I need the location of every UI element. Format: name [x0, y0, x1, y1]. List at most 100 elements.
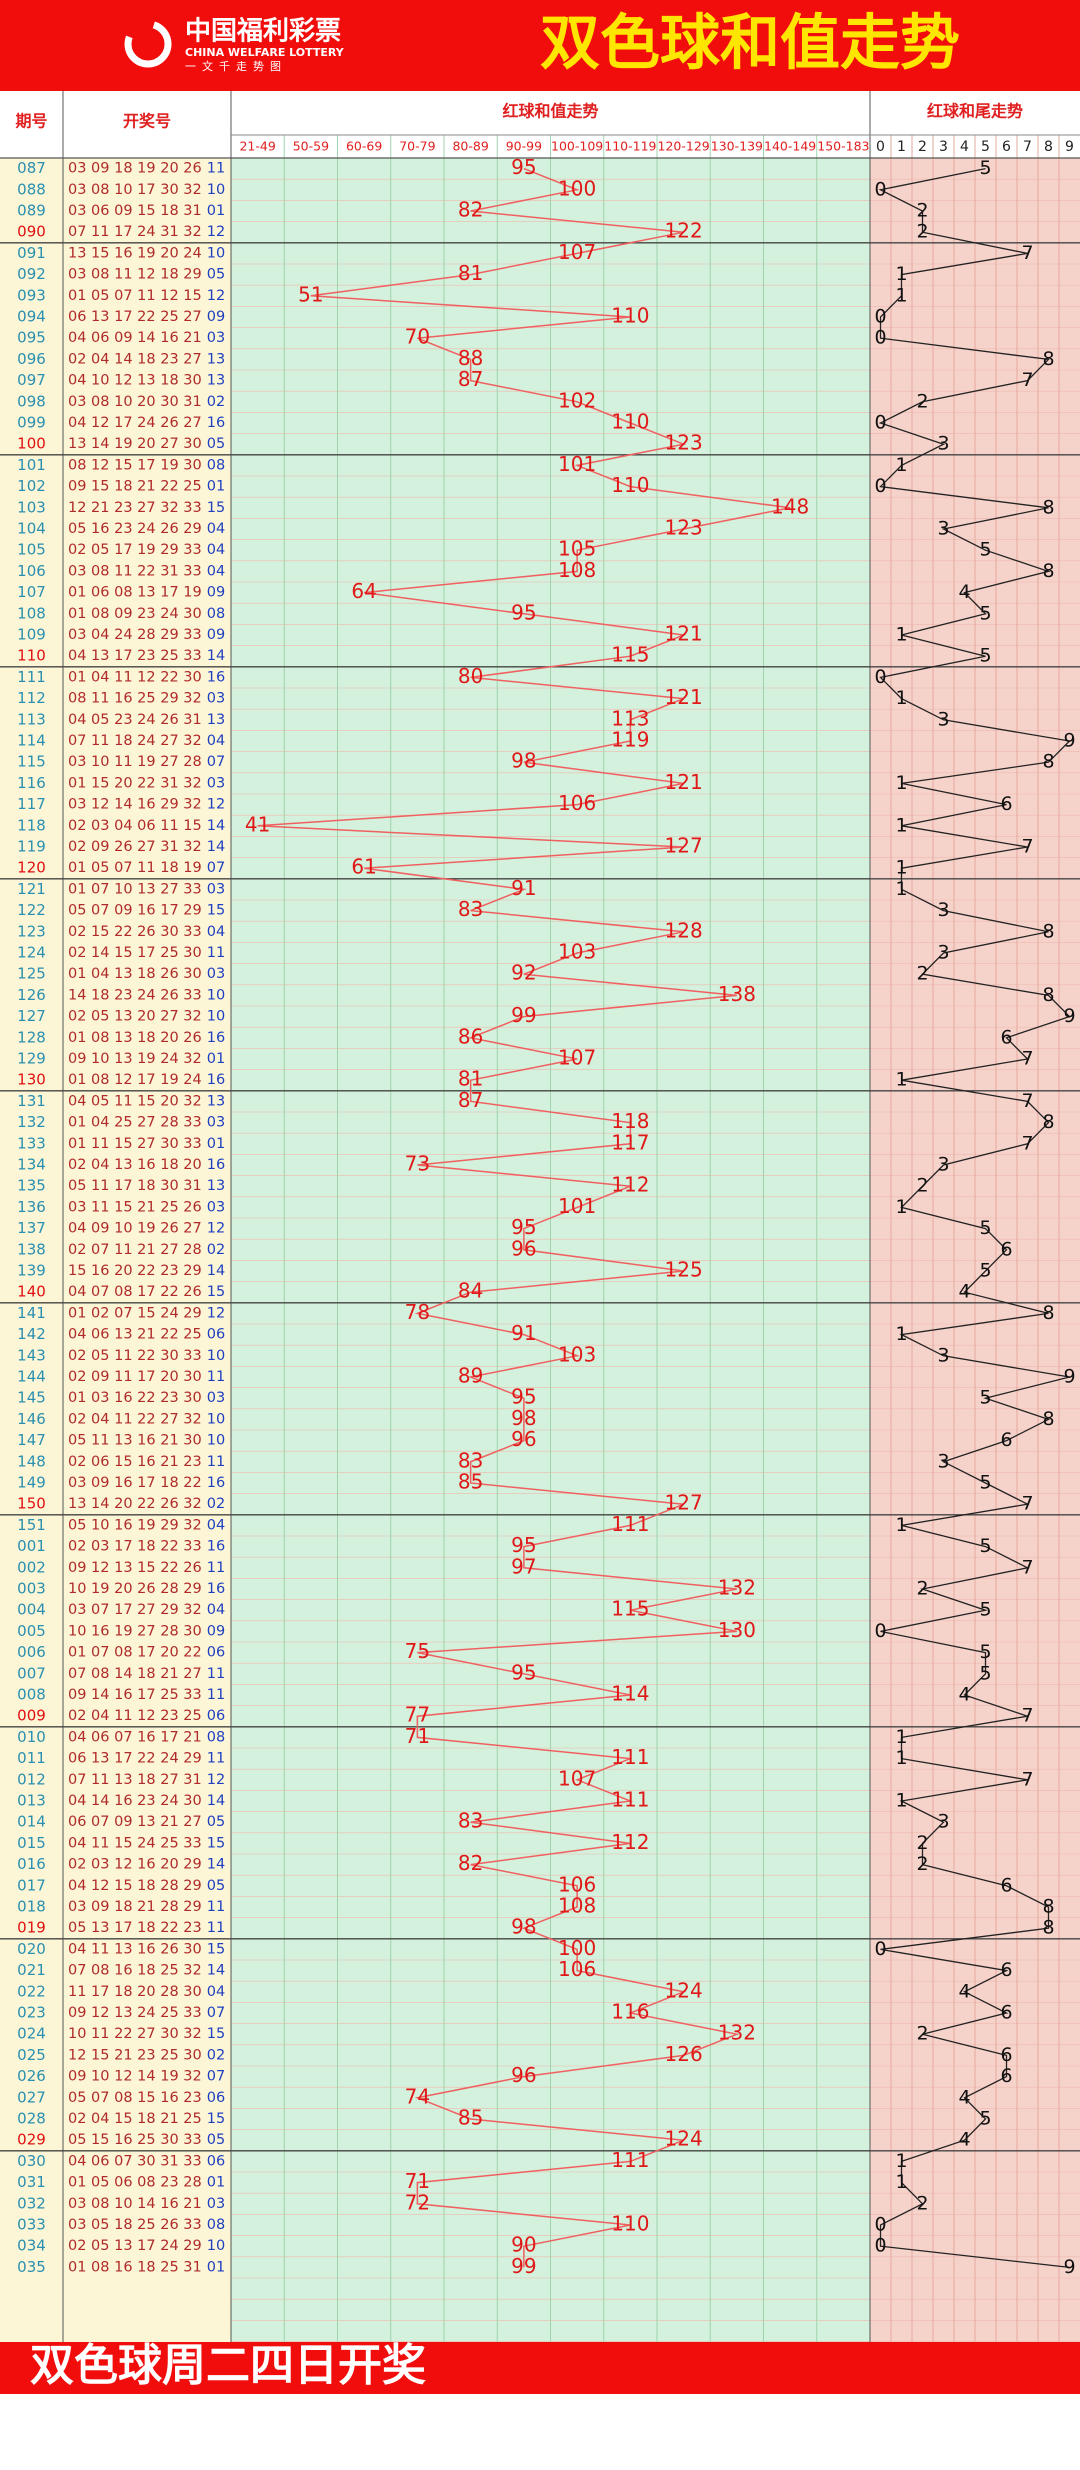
tail-value: 0 — [874, 178, 886, 200]
tail-value: 6 — [1000, 2044, 1012, 2066]
sum-value: 75 — [405, 1639, 430, 1663]
tail-value: 1 — [895, 263, 907, 285]
sum-value: 78 — [405, 1300, 430, 1324]
digit-label: 3 — [939, 139, 948, 155]
red-balls: 05 11 13 16 21 30 — [68, 1433, 202, 1449]
period: 021 — [17, 1961, 46, 1979]
sum-value: 95 — [511, 1385, 536, 1409]
period: 142 — [17, 1325, 46, 1343]
draw-numbers: 04 14 16 23 24 30 14 — [68, 1793, 225, 1809]
red-balls: 06 13 17 22 25 27 — [68, 309, 202, 325]
tail-value: 0 — [874, 1620, 886, 1642]
blue-ball: 08 — [207, 2217, 225, 2233]
blue-ball: 06 — [207, 1327, 225, 1343]
blue-ball: 04 — [207, 1517, 225, 1533]
red-balls: 12 21 23 27 32 33 — [68, 500, 202, 516]
blue-ball: 08 — [207, 457, 225, 473]
tail-value: 1 — [895, 1514, 907, 1536]
tail-value: 8 — [1042, 920, 1054, 942]
red-balls: 02 03 04 06 11 15 — [68, 818, 202, 834]
blue-ball: 02 — [207, 2047, 225, 2063]
draw-numbers: 02 06 15 16 21 23 11 — [68, 1454, 225, 1470]
sum-value: 71 — [405, 2169, 430, 2193]
period: 139 — [17, 1262, 46, 1280]
tail-value: 8 — [1042, 1408, 1054, 1430]
sum-value: 114 — [611, 1682, 649, 1706]
red-balls: 03 11 15 21 25 26 — [68, 1199, 202, 1215]
digit-label: 1 — [897, 139, 906, 155]
sum-value: 121 — [665, 685, 703, 709]
period: 007 — [17, 1664, 46, 1682]
sum-value: 110 — [611, 473, 649, 497]
blue-ball: 06 — [207, 2153, 225, 2169]
period: 150 — [17, 1495, 46, 1513]
draw-numbers: 02 04 11 22 27 32 10 — [68, 1411, 225, 1427]
tail-value: 5 — [979, 645, 991, 667]
red-balls: 01 05 07 11 18 19 — [68, 860, 202, 876]
draw-numbers: 09 14 16 17 25 33 11 — [68, 1687, 225, 1703]
blue-ball: 09 — [207, 309, 225, 325]
red-balls: 01 08 09 23 24 30 — [68, 606, 202, 622]
digit-label: 9 — [1065, 139, 1074, 155]
tail-value: 0 — [874, 306, 886, 328]
period: 109 — [17, 626, 46, 644]
draw-numbers: 14 18 23 24 26 33 10 — [68, 987, 225, 1003]
period: 014 — [17, 1813, 46, 1831]
sum-value: 95 — [511, 600, 536, 624]
sum-value: 138 — [718, 982, 756, 1006]
sum-value: 98 — [511, 1406, 536, 1430]
period: 091 — [17, 244, 46, 262]
period: 129 — [17, 1050, 46, 1068]
sum-value: 112 — [611, 1830, 649, 1854]
sum-value: 118 — [611, 1109, 649, 1133]
draw-numbers: 04 06 09 14 16 21 03 — [68, 330, 225, 346]
tail-value: 8 — [1042, 1302, 1054, 1324]
blue-ball: 01 — [207, 203, 225, 219]
sum-value: 121 — [665, 770, 703, 794]
period: 117 — [17, 795, 46, 813]
red-balls: 07 11 13 18 27 31 — [68, 1772, 202, 1788]
blue-ball: 01 — [207, 479, 225, 495]
tail-value: 2 — [916, 963, 928, 985]
sum-value: 95 — [511, 1215, 536, 1239]
sum-value: 91 — [511, 876, 536, 900]
red-balls: 02 04 11 22 27 32 — [68, 1411, 202, 1427]
sum-value: 85 — [458, 2106, 483, 2130]
period: 100 — [17, 435, 46, 453]
sum-value: 103 — [558, 1342, 596, 1366]
blue-ball: 16 — [207, 1072, 225, 1088]
period: 002 — [17, 1558, 46, 1576]
blue-ball: 04 — [207, 733, 225, 749]
red-balls: 11 17 18 20 28 30 — [68, 1984, 202, 2000]
tail-value: 3 — [937, 1811, 949, 1833]
tail-value: 6 — [1000, 1238, 1012, 1260]
tail-value: 5 — [979, 539, 991, 561]
tail-value: 4 — [958, 2129, 970, 2151]
red-balls: 09 10 12 14 19 32 — [68, 2069, 202, 2085]
draw-numbers: 09 12 13 24 25 33 07 — [68, 2005, 225, 2021]
red-balls: 02 04 15 18 21 25 — [68, 2111, 202, 2127]
sum-value: 101 — [558, 452, 596, 476]
period: 009 — [17, 1707, 46, 1725]
draw-numbers: 01 15 20 22 31 32 03 — [68, 775, 225, 791]
draw-numbers: 07 11 18 24 27 32 04 — [68, 733, 225, 749]
red-balls: 01 04 25 27 28 33 — [68, 1115, 202, 1131]
blue-ball: 07 — [207, 754, 225, 770]
period: 025 — [17, 2046, 46, 2064]
period: 137 — [17, 1219, 46, 1237]
draw-numbers: 04 12 17 24 26 27 16 — [68, 415, 225, 431]
red-balls: 02 03 17 18 22 33 — [68, 1539, 202, 1555]
period: 128 — [17, 1028, 46, 1046]
footer-bar — [0, 2342, 1080, 2394]
draw-numbers: 04 06 07 16 17 21 08 — [68, 1729, 225, 1745]
period: 011 — [17, 1749, 46, 1767]
blue-ball: 04 — [207, 1984, 225, 2000]
red-balls: 02 15 22 26 30 33 — [68, 924, 202, 940]
sum-value: 123 — [665, 431, 703, 455]
red-balls: 01 05 06 08 23 28 — [68, 2175, 202, 2191]
blue-ball: 14 — [207, 648, 225, 664]
blue-ball: 11 — [207, 1369, 225, 1385]
sum-value: 124 — [665, 1978, 703, 2002]
tail-value: 6 — [1000, 2065, 1012, 2087]
period: 122 — [17, 901, 46, 919]
